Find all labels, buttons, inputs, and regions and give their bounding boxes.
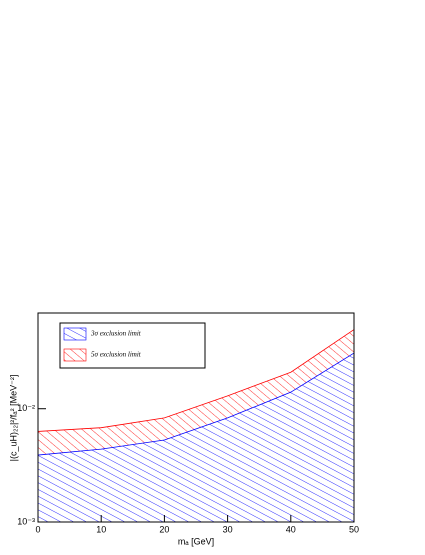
band-3sigma: [38, 353, 354, 522]
x-tick-label: 30: [223, 524, 233, 534]
plot-frame: [37, 312, 355, 523]
edge-5sigma: [37, 329, 355, 432]
x-tick-label: 0: [35, 524, 40, 534]
legend-label: 5σ exclusion limit: [91, 351, 142, 359]
x-axis-label: mₐ [GeV]: [178, 536, 214, 546]
x-tick-label: 10: [96, 524, 106, 534]
x-tick-label: 20: [159, 524, 169, 534]
y-tick-label: 10⁻²: [17, 403, 35, 413]
band-5sigma: [38, 329, 354, 456]
y-axis-label: |(c_uH)₂₂|²/fₐ² [MeV⁻²]: [8, 375, 18, 462]
y-tick-label: 10⁻³: [17, 516, 35, 526]
legend-swatch: [63, 348, 87, 362]
legend-swatch: [63, 327, 87, 341]
edge-3sigma: [37, 352, 355, 456]
x-tick-label: 40: [286, 524, 296, 534]
x-tick-label: 50: [349, 524, 359, 534]
legend-label: 3σ exclusion limit: [90, 330, 142, 338]
